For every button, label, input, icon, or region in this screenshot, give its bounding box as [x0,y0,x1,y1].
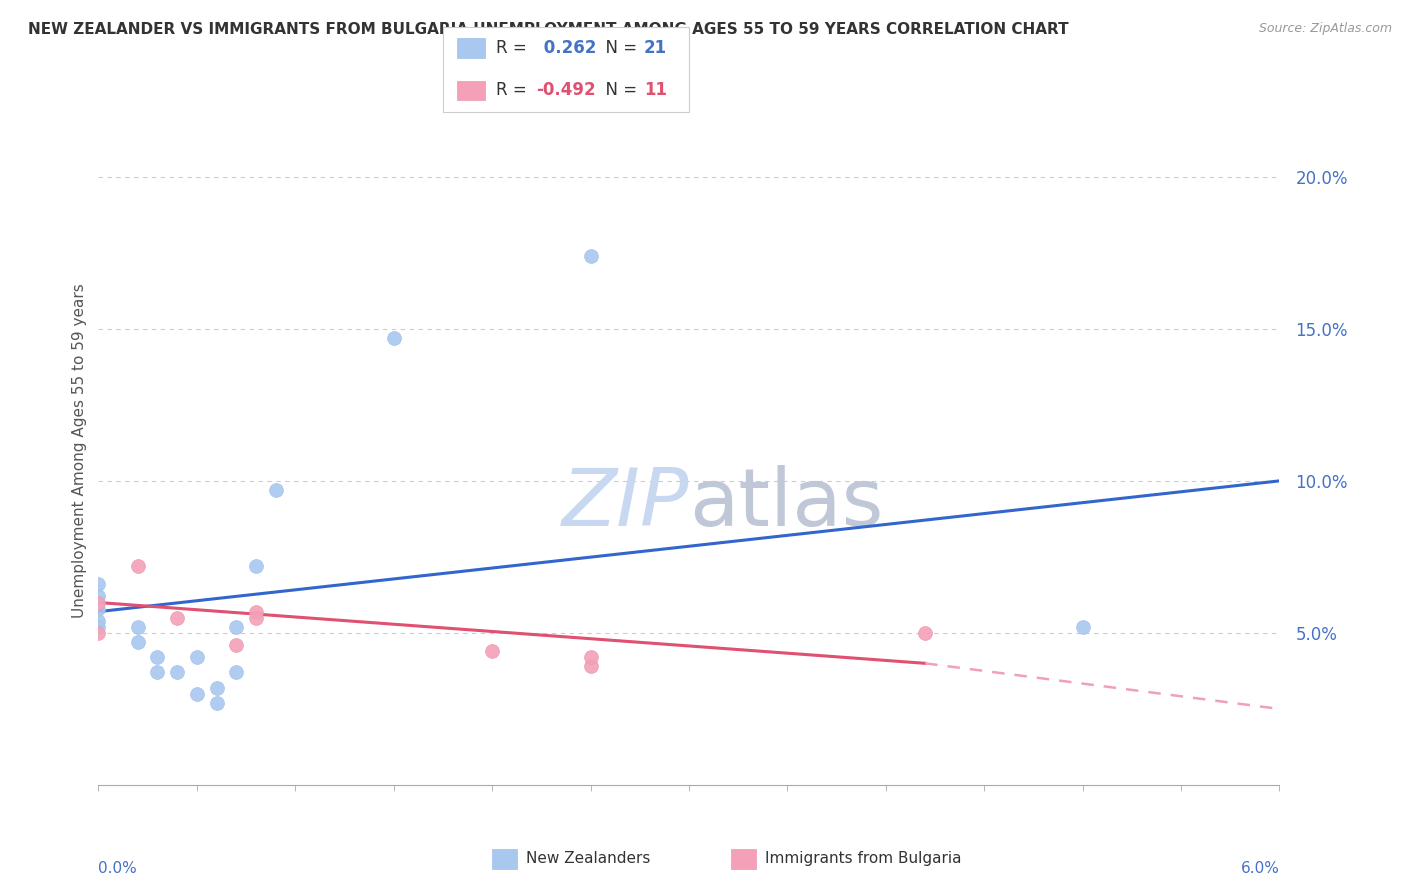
Point [205,681,228,695]
Text: NEW ZEALANDER VS IMMIGRANTS FROM BULGARIA UNEMPLOYMENT AMONG AGES 55 TO 59 YEARS: NEW ZEALANDER VS IMMIGRANTS FROM BULGARI… [28,22,1069,37]
Text: 11: 11 [644,81,666,99]
Text: 21: 21 [644,39,666,57]
Point [225,665,247,680]
Point [87,577,110,591]
Point [127,559,149,574]
Text: ZIP: ZIP [561,465,689,543]
Point [87,620,110,634]
Point [146,665,169,680]
Point [225,638,247,652]
Point [166,665,188,680]
Text: atlas: atlas [689,465,883,543]
Text: -0.492: -0.492 [536,81,595,99]
Point [186,687,208,701]
Text: N =: N = [595,81,643,99]
Point [87,595,110,609]
Point [245,559,267,574]
Point [382,331,405,345]
Text: 6.0%: 6.0% [1240,861,1279,876]
Point [127,620,149,634]
Point [87,601,110,615]
Point [127,635,149,649]
Text: Source: ZipAtlas.com: Source: ZipAtlas.com [1258,22,1392,36]
Point [245,611,267,625]
Point [166,611,188,625]
Text: R =: R = [496,81,533,99]
Point [579,249,602,263]
Point [481,644,503,658]
Point [1071,620,1094,634]
Point [186,650,208,665]
Text: New Zealanders: New Zealanders [526,851,650,865]
Point [205,696,228,710]
Point [264,483,287,497]
Text: 0.0%: 0.0% [98,861,138,876]
Y-axis label: Unemployment Among Ages 55 to 59 years: Unemployment Among Ages 55 to 59 years [72,283,87,618]
Point [87,614,110,628]
Point [87,590,110,604]
Text: 0.262: 0.262 [538,39,598,57]
Point [225,620,247,634]
Point [579,659,602,673]
Text: N =: N = [595,39,643,57]
Point [146,650,169,665]
Text: Immigrants from Bulgaria: Immigrants from Bulgaria [765,851,962,865]
Point [87,626,110,640]
Text: R =: R = [496,39,533,57]
Point [914,626,936,640]
Point [245,605,267,619]
Point [579,650,602,665]
